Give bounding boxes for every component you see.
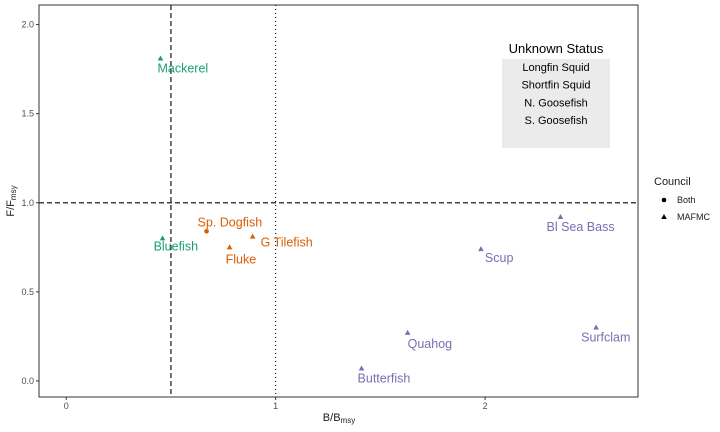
legend-label-both: Both <box>677 195 696 205</box>
point-g-tilefish <box>249 233 256 239</box>
unknown-status-item: Longfin Squid <box>522 62 589 74</box>
y-axis-title: F/Fmsy <box>5 185 18 216</box>
legend-key-triangle <box>661 214 667 219</box>
label-bl-sea-bass: Bl Sea Bass <box>547 220 615 234</box>
unknown-status-item: S. Goosefish <box>525 115 588 127</box>
unknown-status-item: Shortfin Squid <box>521 80 590 92</box>
point-quahog <box>404 329 411 335</box>
unknown-status-title: Unknown Status <box>509 41 604 56</box>
unknown-status-list: Longfin Squid Shortfin Squid N. Goosefish S… <box>521 62 590 127</box>
legend-label-mafmc: MAFMC <box>677 212 710 222</box>
x-tick-label: 0 <box>64 401 69 411</box>
label-sp-dogfish: Sp. Dogfish <box>198 215 263 229</box>
point-surfclam <box>593 324 599 330</box>
point-mackerel <box>157 55 164 61</box>
data-points <box>157 55 599 371</box>
label-bluefish: Bluefish <box>154 239 199 253</box>
legend: Council Both MAFMC <box>654 176 710 222</box>
unknown-status-panel <box>502 59 610 148</box>
y-tick-label: 1.0 <box>21 198 34 208</box>
point-bluefish <box>159 235 166 241</box>
x-axis-title: B/Bmsy <box>323 412 355 425</box>
point-butterfish <box>358 365 365 371</box>
point-bl-sea-bass <box>557 214 564 220</box>
legend-key-circle <box>661 197 667 203</box>
point-labels: Mackerel Bluefish Sp. Dogfish Fluke G Tilefi… <box>154 61 631 385</box>
point-fluke <box>226 244 233 250</box>
y-tick-label: 1.5 <box>21 109 34 119</box>
legend-title: Council <box>654 176 691 188</box>
x-tick-label: 1 <box>273 401 278 411</box>
label-butterfish: Butterfish <box>358 371 411 385</box>
unknown-status-item: N. Goosefish <box>524 97 588 109</box>
y-axis-ticks: 0.0 0.5 1.0 1.5 2.0 <box>21 20 39 386</box>
label-mackerel: Mackerel <box>157 61 208 75</box>
y-tick-label: 0.0 <box>21 376 34 386</box>
label-g-tilefish: G Tilefish <box>261 236 313 250</box>
label-scup: Scup <box>485 251 514 265</box>
x-axis-ticks: 0 1 2 <box>64 397 488 411</box>
x-tick-label: 2 <box>483 401 488 411</box>
point-sp-dogfish <box>204 228 209 234</box>
label-quahog: Quahog <box>408 337 453 351</box>
label-fluke: Fluke <box>226 252 257 266</box>
point-scup <box>478 246 484 252</box>
y-tick-label: 0.5 <box>21 287 34 297</box>
y-tick-label: 2.0 <box>21 20 34 30</box>
unknown-status-box: Unknown Status Longfin Squid Shortfin Squ… <box>502 41 610 148</box>
reference-lines <box>39 5 638 397</box>
plot-panel-border <box>38 4 639 398</box>
label-surfclam: Surfclam <box>581 331 630 345</box>
